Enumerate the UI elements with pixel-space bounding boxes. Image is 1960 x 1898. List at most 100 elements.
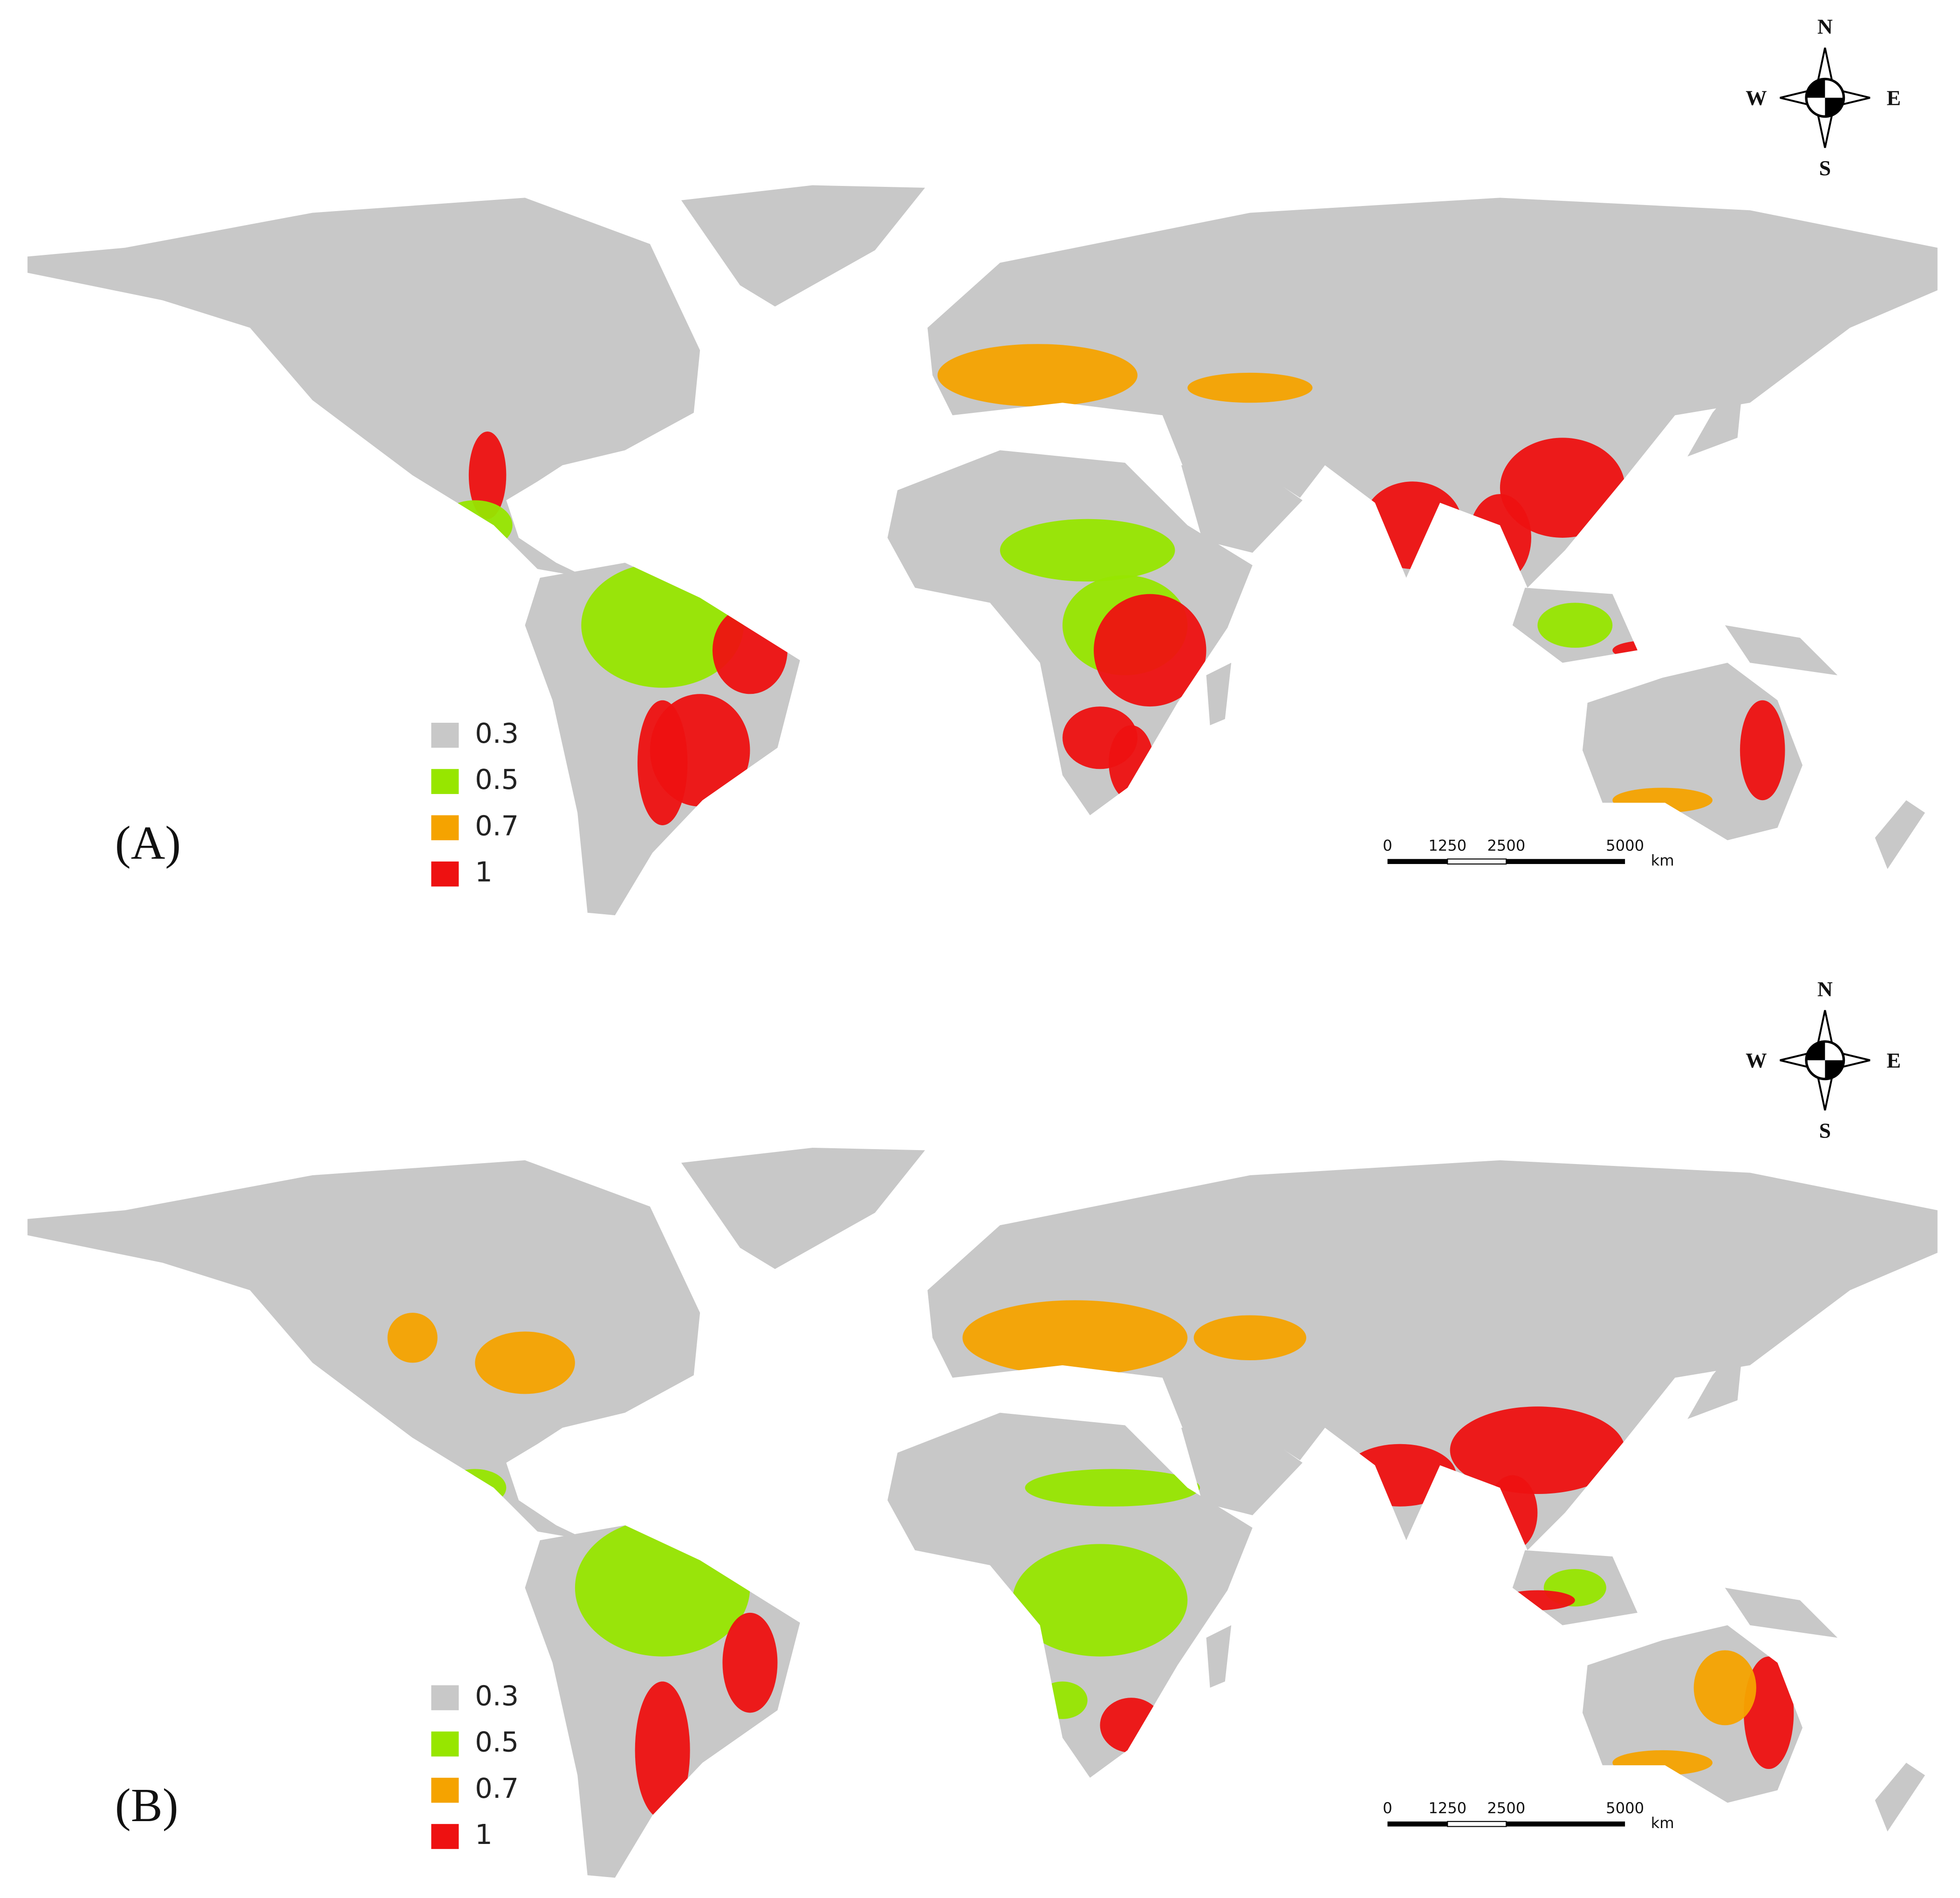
landmass xyxy=(1206,1625,1232,1688)
scale-tick-label: 5000 xyxy=(1606,1799,1644,1817)
suitability-zone xyxy=(1487,1475,1538,1550)
legend-label: 1 xyxy=(475,1818,493,1850)
legend-swatch xyxy=(431,815,459,841)
suitability-zone xyxy=(468,431,507,519)
scale-bar-segment xyxy=(1506,859,1625,864)
suitability-zone xyxy=(1343,1444,1456,1507)
landmass xyxy=(1875,1762,1925,1832)
suitability-zone xyxy=(1500,438,1625,538)
suitability-zone xyxy=(1537,603,1613,648)
suitability-zone xyxy=(1100,1698,1163,1753)
legend-label: 0.5 xyxy=(475,1726,519,1758)
suitability-zone xyxy=(722,1612,778,1713)
landmass xyxy=(1206,663,1232,726)
legend-swatch xyxy=(431,722,459,748)
suitability-zone xyxy=(1037,1681,1088,1719)
compass-n: N xyxy=(1817,977,1833,1001)
suitability-zone xyxy=(962,1300,1188,1376)
legend-swatch xyxy=(431,769,459,794)
landmass xyxy=(1181,1427,1303,1515)
legend-swatch xyxy=(431,1685,459,1711)
suitability-zone xyxy=(1094,594,1206,707)
scale-bar-segment xyxy=(1506,1821,1625,1827)
scale-unit: km xyxy=(1651,852,1674,870)
legend-swatch xyxy=(431,861,459,887)
landmass xyxy=(927,198,1938,588)
legend-label: 0.7 xyxy=(475,1772,519,1804)
suitability-zone xyxy=(1740,700,1785,801)
suitability-zone xyxy=(575,1519,750,1657)
landmass xyxy=(681,1148,925,1269)
compass-s: S xyxy=(1819,156,1831,180)
scale-tick-label: 0 xyxy=(1383,1799,1392,1817)
suitability-zone xyxy=(712,606,788,694)
landmass xyxy=(27,198,700,578)
scale-bar-segment xyxy=(1447,1821,1507,1827)
legend-label: 1 xyxy=(475,856,493,888)
suitability-zone xyxy=(1012,1544,1188,1657)
suitability-zone xyxy=(1612,640,1688,660)
suitability-zone xyxy=(387,1313,438,1363)
compass-e: E xyxy=(1887,86,1901,110)
panel-label: (A) xyxy=(115,817,181,870)
suitability-zone xyxy=(444,1469,507,1507)
suitability-zone xyxy=(1743,1656,1794,1769)
landmass xyxy=(1875,800,1925,869)
suitability-zone xyxy=(1612,788,1713,813)
landmass xyxy=(1725,1588,1838,1638)
map-panel: 0.3 0.5 0.7 1 (A) N S W E 0 1250 2500 5000 km xyxy=(27,15,1938,916)
suitability-zone xyxy=(1362,481,1463,569)
compass-e: E xyxy=(1887,1048,1901,1072)
legend-label: 0.3 xyxy=(475,1679,519,1712)
suitability-zone xyxy=(635,1681,690,1819)
scale-tick-label: 1250 xyxy=(1428,1799,1467,1817)
landmass xyxy=(27,1160,700,1541)
landmass xyxy=(1687,375,1744,457)
suitability-zone xyxy=(1000,519,1175,582)
suitability-zone xyxy=(1025,1469,1200,1507)
scale-bar-segment xyxy=(1387,859,1448,864)
suitability-zone xyxy=(1187,372,1313,403)
suitability-zone xyxy=(1468,494,1531,582)
scale-bar-segment xyxy=(1387,1821,1448,1827)
suitability-zone xyxy=(1450,1406,1625,1494)
panel-label: (B) xyxy=(115,1779,178,1832)
scale-tick-label: 2500 xyxy=(1487,837,1525,855)
suitability-zone xyxy=(1500,1590,1575,1610)
compass-w: W xyxy=(1746,86,1767,110)
landmass xyxy=(952,1262,975,1319)
legend-label: 0.3 xyxy=(475,717,519,749)
world-map xyxy=(27,1148,1938,1878)
scale-tick-label: 2500 xyxy=(1487,1799,1525,1817)
scale-tick-label: 5000 xyxy=(1606,837,1644,855)
legend-swatch xyxy=(431,1731,459,1757)
compass-quadrant xyxy=(1806,79,1844,117)
landmass xyxy=(1687,1337,1744,1419)
suitability-zone xyxy=(1193,1315,1307,1361)
landmass xyxy=(1725,625,1838,676)
scale-tick-label: 0 xyxy=(1383,837,1392,855)
landmass xyxy=(952,300,975,357)
suitability-zone xyxy=(937,344,1138,407)
suitability-zone xyxy=(1109,725,1154,801)
compass-w: W xyxy=(1746,1048,1767,1072)
landmass xyxy=(681,185,925,307)
suitability-zone xyxy=(1612,1750,1713,1775)
legend-label: 0.7 xyxy=(475,809,519,842)
compass-s: S xyxy=(1819,1118,1831,1142)
landmass xyxy=(1181,465,1303,553)
legend-swatch xyxy=(431,1824,459,1849)
map-panel: 0.3 0.5 0.7 1 (B) N S W E 0 1250 2500 5000 km xyxy=(27,977,1938,1878)
compass-n: N xyxy=(1817,15,1833,39)
legend-label: 0.5 xyxy=(475,763,519,795)
suitability-zone xyxy=(637,700,688,825)
landmass xyxy=(927,1160,1938,1550)
scale-unit: km xyxy=(1651,1814,1674,1832)
scale-tick-label: 1250 xyxy=(1428,837,1467,855)
world-map xyxy=(27,185,1938,916)
legend-swatch xyxy=(431,1777,459,1803)
suitability-zone xyxy=(475,1331,575,1394)
scale-bar-segment xyxy=(1447,858,1507,865)
